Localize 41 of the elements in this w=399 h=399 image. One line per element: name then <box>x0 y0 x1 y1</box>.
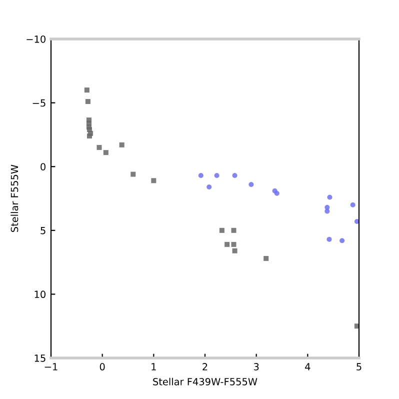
point <box>326 236 332 242</box>
point <box>119 142 124 148</box>
point <box>248 182 254 187</box>
point <box>231 228 236 233</box>
point <box>354 218 359 224</box>
point <box>151 178 156 184</box>
y-tick-label: −10 <box>26 35 46 43</box>
point <box>198 173 204 178</box>
point <box>214 173 220 178</box>
point <box>86 133 92 138</box>
x-tick-label: 4 <box>305 363 310 370</box>
x-tick-label: 0 <box>100 363 105 370</box>
y-tick-label: 0 <box>40 163 46 170</box>
x-tick-label: −1 <box>44 363 58 370</box>
point <box>274 190 280 196</box>
point <box>324 208 330 214</box>
x-axis-title: Stellar F439W-F555W <box>153 378 258 386</box>
point <box>232 173 238 178</box>
x-tick-label: 2 <box>202 363 208 370</box>
point <box>232 248 238 254</box>
y-tick-label: 15 <box>34 354 46 362</box>
point <box>219 228 224 233</box>
y-tick-label: −5 <box>32 99 46 107</box>
point <box>96 144 102 150</box>
y-axis-title: Stellar F555W <box>10 164 18 232</box>
x-tick-label: 3 <box>254 363 259 370</box>
point <box>224 242 230 247</box>
point <box>85 99 90 104</box>
y-tick-label: 10 <box>34 290 46 298</box>
point <box>350 202 356 208</box>
x-tick-label: 5 <box>356 363 362 370</box>
point <box>327 194 332 200</box>
x-tick-label: 1 <box>152 363 156 370</box>
point <box>130 172 136 177</box>
point <box>84 88 90 93</box>
point <box>206 184 212 190</box>
point <box>264 256 269 261</box>
point <box>231 242 236 247</box>
point <box>340 238 345 244</box>
point <box>103 150 108 156</box>
y-tick-label: 5 <box>40 227 46 234</box>
